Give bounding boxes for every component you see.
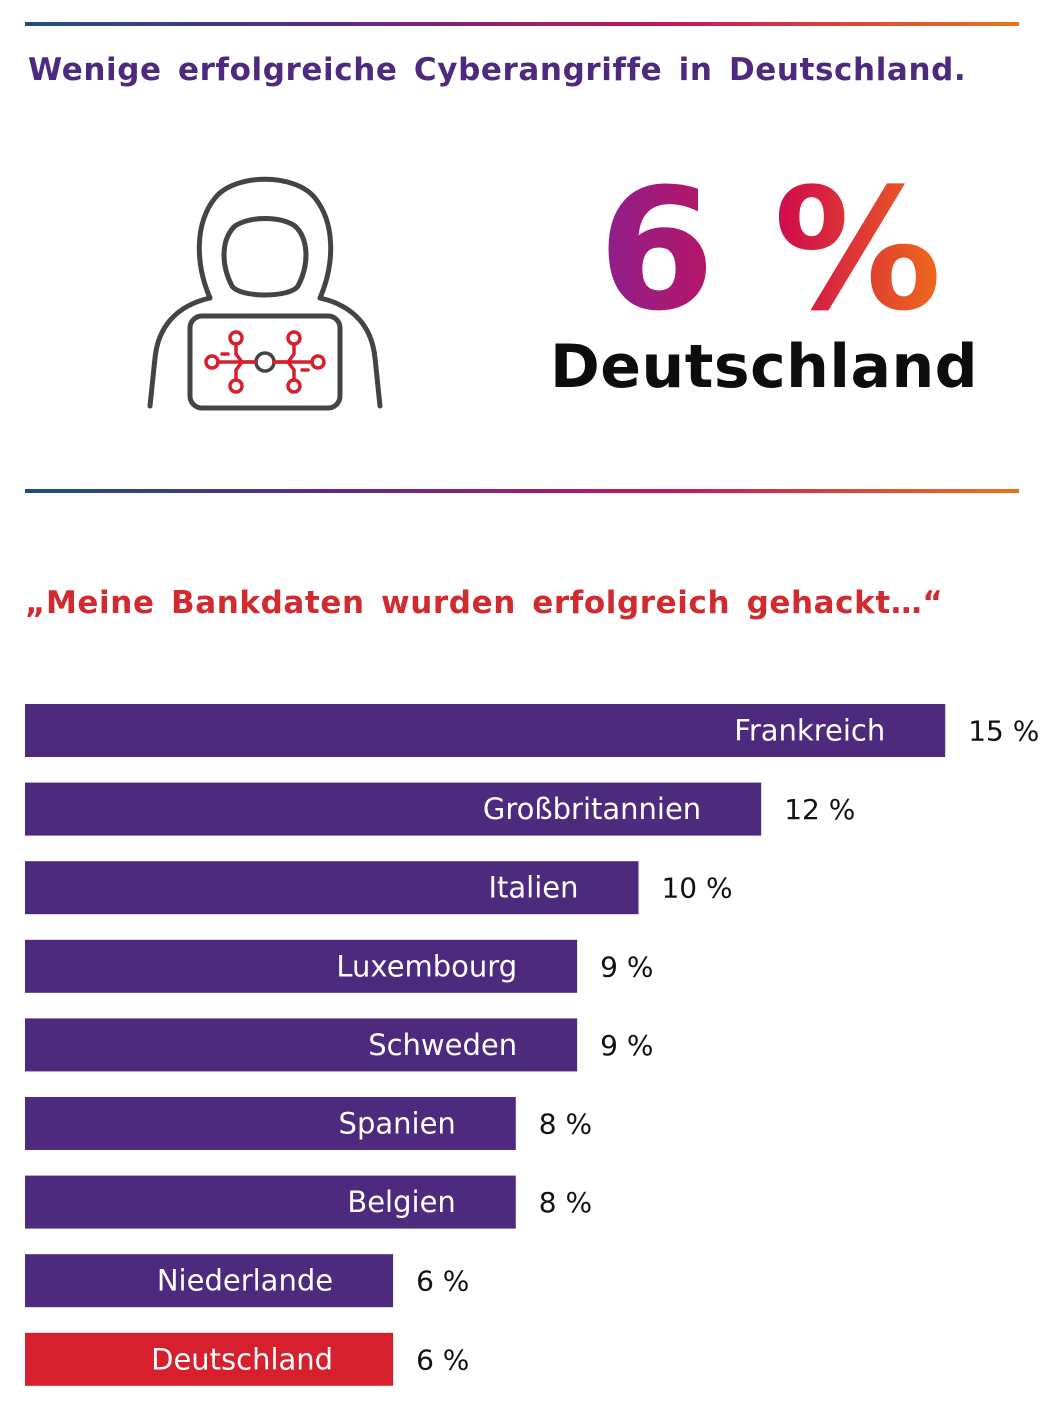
bar-großbritannien: [25, 782, 762, 836]
bar-category-label: Frankreich: [734, 714, 885, 748]
bar-deutschland: [25, 1332, 394, 1386]
top-gradient-rule: [25, 22, 1019, 26]
hero-percent: 6 %: [598, 170, 942, 330]
bar-category-label: Belgien: [347, 1185, 455, 1219]
hero-country: Deutschland: [550, 332, 979, 402]
bar-luxembourg: [25, 939, 578, 993]
bar-value-label: 9 %: [600, 1029, 653, 1062]
bar-value-label: 8 %: [539, 1186, 592, 1219]
hacker-laptop-circuit-icon: [147, 176, 383, 411]
bar-category-label: Italien: [488, 871, 578, 905]
bar-spanien: [25, 1097, 516, 1150]
bar-niederlande: [25, 1254, 394, 1308]
bar-value-label: 6 %: [416, 1343, 469, 1376]
bar-value-label: 9 %: [600, 950, 653, 983]
middle-gradient-rule: [25, 489, 1019, 493]
bar-value-label: 15 %: [968, 715, 1039, 748]
bar-category-label: Niederlande: [157, 1264, 333, 1298]
bar-value-label: 12 %: [784, 793, 855, 826]
chart-title: „Meine Bankdaten wurden erfolgreich geha…: [25, 585, 944, 621]
bar-category-label: Großbritannien: [483, 792, 701, 826]
bar-value-label: 8 %: [539, 1108, 592, 1141]
page-title: Wenige erfolgreiche Cyberangriffe in Deu…: [28, 52, 967, 88]
bar-schweden: [25, 1018, 578, 1072]
bar-value-label: 10 %: [661, 872, 732, 905]
bar-value-label: 6 %: [416, 1265, 469, 1298]
hero-percent-text: 6 %: [598, 170, 942, 330]
bar-frankreich: [25, 704, 946, 757]
bar-category-label: Luxembourg: [336, 949, 517, 983]
bar-category-label: Deutschland: [151, 1342, 333, 1376]
bar-category-label: Schweden: [368, 1028, 517, 1062]
bar-category-label: Spanien: [339, 1107, 456, 1141]
bar-belgien: [25, 1175, 516, 1229]
bar-italien: [25, 861, 639, 915]
